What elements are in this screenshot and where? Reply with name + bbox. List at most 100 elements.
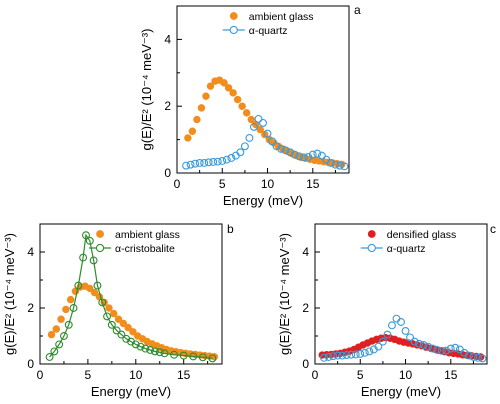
legend-label: α-quartz <box>387 243 426 255</box>
chart-panel-c: 0 5 10 15 0 2 4 Energy (meV) g(E)/E² (10⁻⁴ meV⁻³… <box>277 222 496 399</box>
data-point <box>256 125 264 134</box>
panel-letter: c <box>490 222 496 236</box>
legend-label: ambient glass <box>115 229 180 241</box>
x-tick-label: 0 <box>312 368 319 382</box>
data-point <box>401 327 410 335</box>
data-point <box>220 79 228 87</box>
data-point <box>272 142 281 151</box>
data-point <box>245 133 254 142</box>
data-point <box>182 161 191 170</box>
data-point <box>47 330 56 339</box>
x-tick-label: 10 <box>129 368 143 382</box>
legend-marker <box>96 230 104 238</box>
data-point <box>243 109 251 117</box>
data-point <box>240 142 249 151</box>
data-point <box>464 351 473 360</box>
data-point <box>179 351 188 360</box>
series-2 <box>320 314 487 363</box>
data-point <box>124 323 132 332</box>
data-point <box>200 159 209 167</box>
data-point <box>308 150 317 159</box>
series-2 <box>182 114 349 171</box>
x-tick-label: 15 <box>444 368 458 382</box>
legend-entry: α-quartz <box>222 25 288 37</box>
data-point <box>117 330 126 339</box>
data-point <box>387 321 396 330</box>
data-point <box>193 115 201 124</box>
data-point <box>473 353 482 362</box>
data-point <box>89 256 98 265</box>
x-tick-label: 15 <box>306 177 320 191</box>
data-point <box>446 344 455 353</box>
legend-label: densified glass <box>387 229 456 241</box>
data-point <box>57 315 65 323</box>
data-point <box>218 157 227 165</box>
legend-entry: ambient glass <box>229 11 314 23</box>
legend-marker <box>229 25 238 35</box>
data-point <box>406 333 415 342</box>
panel-letter: b <box>227 222 234 236</box>
data-point <box>356 349 365 358</box>
data-point <box>317 151 326 160</box>
data-point <box>59 332 68 340</box>
data-point <box>206 82 215 90</box>
data-point <box>329 352 338 361</box>
data-point <box>62 305 70 314</box>
y-tick-label: 2 <box>302 301 309 315</box>
data-point <box>141 344 150 353</box>
data-point <box>136 342 145 351</box>
data-point <box>437 346 446 355</box>
data-point <box>107 320 116 329</box>
data-point <box>469 353 478 361</box>
panel-letter: a <box>354 3 361 17</box>
legend-label: α-cristobalite <box>115 243 175 255</box>
data-point <box>342 351 351 359</box>
data-point <box>392 314 401 323</box>
chart-panel-b: 0 5 10 15 0 2 4 Energy (meV) g(E)/E² (10⁻⁴ meV⁻³… <box>2 222 234 399</box>
data-point <box>114 315 123 323</box>
data-point <box>93 281 102 290</box>
data-point <box>82 231 90 240</box>
data-point <box>110 309 118 318</box>
data-point <box>433 346 442 354</box>
data-point <box>374 342 383 351</box>
data-point <box>365 347 374 356</box>
data-point <box>249 122 258 131</box>
plot-frame <box>176 5 350 174</box>
data-point <box>451 343 460 352</box>
y-axis-title: g(E)/E² (10⁻⁴ meV⁻³) <box>277 233 292 355</box>
data-point <box>263 129 272 138</box>
data-point <box>198 353 207 362</box>
data-point <box>335 161 344 170</box>
data-point <box>295 152 304 161</box>
data-point <box>340 162 349 171</box>
data-point <box>197 104 206 112</box>
legend-entry: α-quartz <box>360 243 426 255</box>
data-point <box>202 92 210 100</box>
data-point <box>290 150 299 159</box>
x-axis-title: Energy (meV) <box>361 384 441 399</box>
data-point <box>86 284 94 293</box>
y-tick-label: 2 <box>27 301 34 315</box>
data-point <box>55 340 64 349</box>
data-point <box>184 134 192 142</box>
legend-label: ambient glass <box>249 11 314 23</box>
x-tick-label: 5 <box>357 368 364 382</box>
series-1 <box>47 282 219 361</box>
data-point <box>324 353 333 361</box>
data-point <box>338 351 347 360</box>
data-point <box>79 253 88 262</box>
data-point <box>351 350 360 359</box>
y-tick-label: 4 <box>27 245 34 259</box>
data-point <box>50 347 59 356</box>
y-tick-label: 0 <box>27 357 34 371</box>
data-point <box>424 342 433 351</box>
data-point <box>333 351 342 360</box>
data-point <box>313 149 322 158</box>
data-point <box>98 298 107 307</box>
data-point <box>74 281 83 290</box>
data-point <box>112 326 121 335</box>
data-point <box>236 148 245 157</box>
data-point <box>210 353 219 361</box>
data-point <box>347 350 356 359</box>
